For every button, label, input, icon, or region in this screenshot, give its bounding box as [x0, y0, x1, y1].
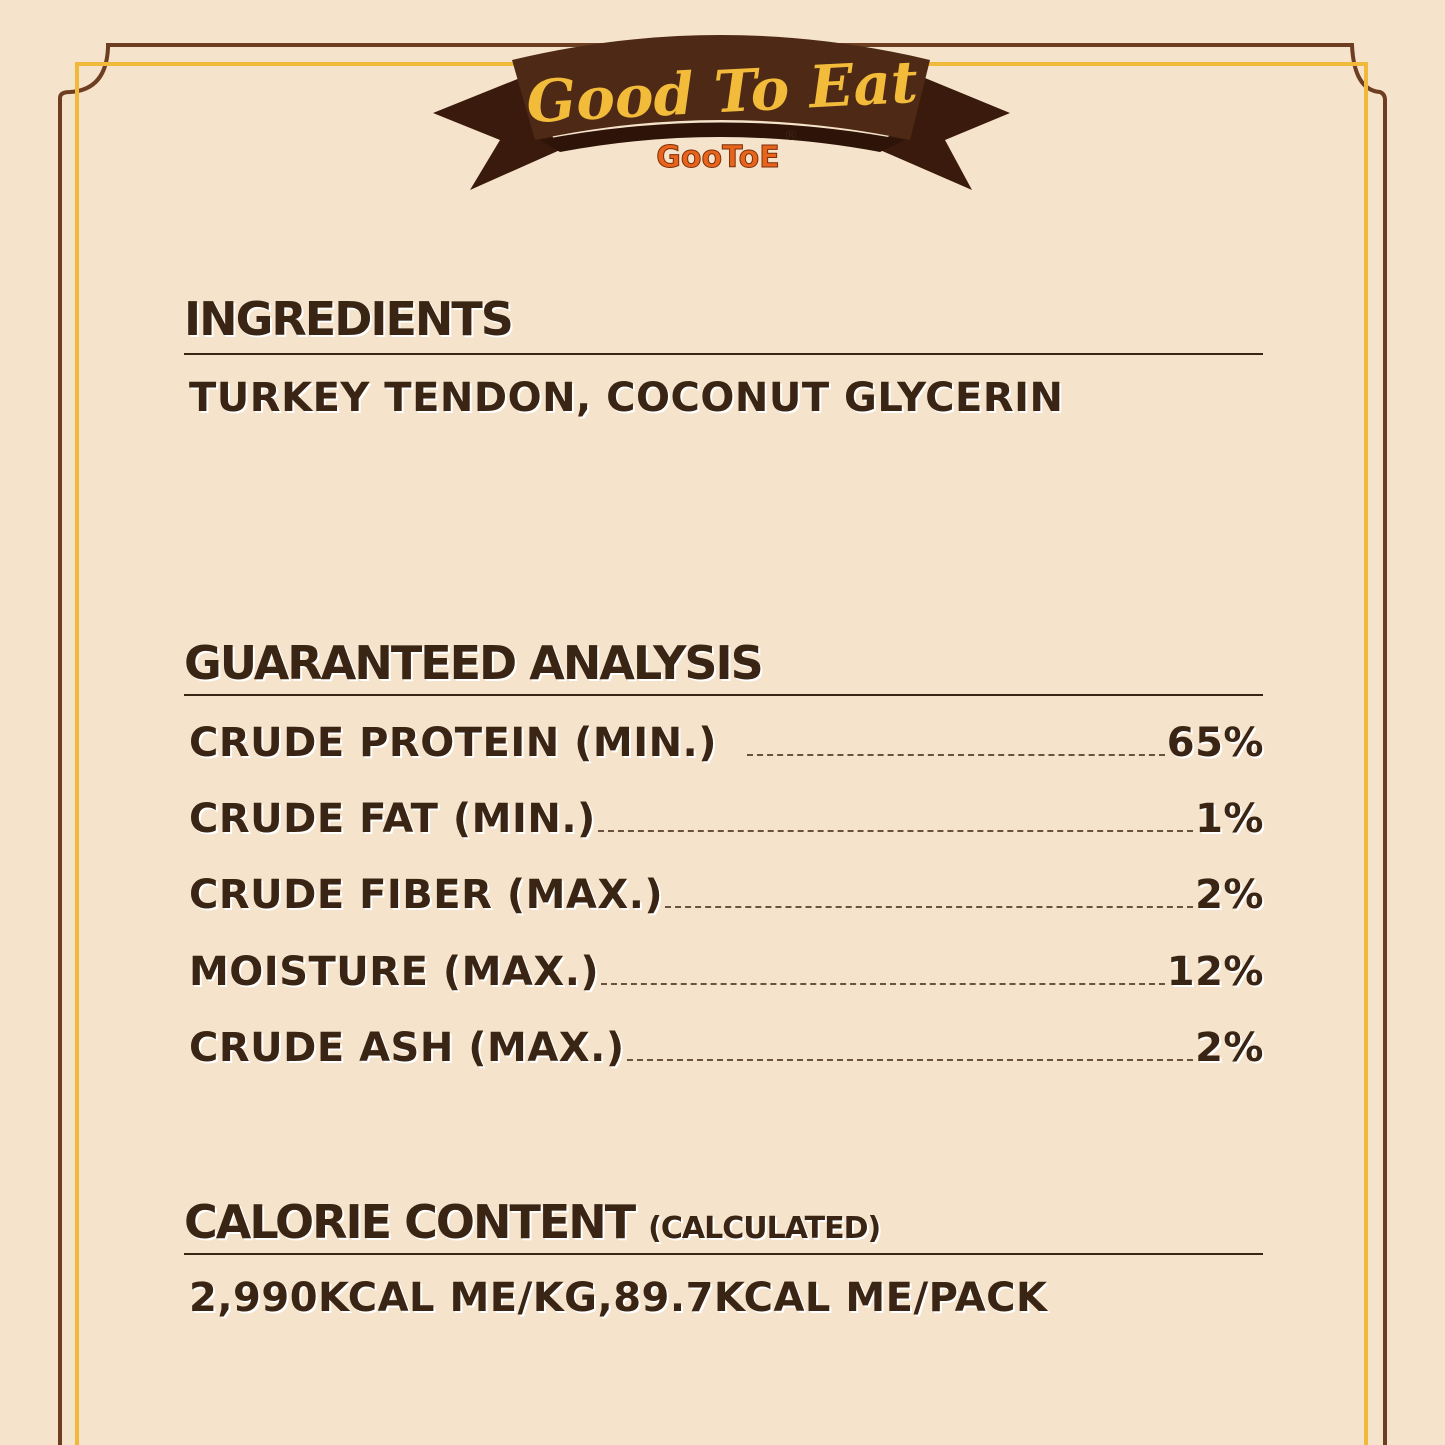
brand-logo: GooToE: [656, 140, 779, 175]
analysis-label: CRUDE FIBER (MAX.): [189, 872, 664, 918]
ingredients-heading: INGREDIENTS: [184, 292, 514, 346]
analysis-label: CRUDE PROTEIN (MIN.): [189, 720, 718, 766]
dotted-leader: [626, 1059, 1194, 1061]
analysis-value: 2%: [1195, 1025, 1264, 1071]
ribbon-banner: [433, 35, 1010, 190]
analysis-row: CRUDE FAT (MIN.) 1%: [189, 792, 1264, 842]
analysis-value: 2%: [1195, 872, 1264, 918]
dotted-leader: [597, 830, 1194, 832]
analysis-label: MOISTURE (MAX.): [189, 949, 600, 995]
calorie-heading-text: CALORIE CONTENT: [184, 1195, 636, 1249]
dotted-leader: [665, 906, 1194, 908]
analysis-value: 65%: [1166, 720, 1264, 766]
ingredients-rule: [184, 353, 1263, 355]
calorie-text: 2,990KCAL ME/KG,89.7KCAL ME/PACK: [189, 1275, 1048, 1321]
analysis-row: MOISTURE (MAX.) 12%: [189, 945, 1264, 995]
ingredients-text: TURKEY TENDON, COCONUT GLYCERIN: [189, 375, 1064, 421]
analysis-rule: [184, 694, 1263, 696]
calorie-qualifier: (CALCULATED): [648, 1211, 881, 1246]
dotted-leader: [601, 983, 1165, 985]
analysis-row: CRUDE FIBER (MAX.) 2%: [189, 868, 1264, 918]
registered-mark: ®: [784, 128, 798, 144]
analysis-heading: GUARANTEED ANALYSIS: [184, 636, 764, 690]
analysis-label: CRUDE ASH (MAX.): [189, 1025, 625, 1071]
analysis-value: 12%: [1166, 949, 1264, 995]
dotted-leader: [747, 754, 1165, 756]
calorie-rule: [184, 1253, 1263, 1255]
analysis-row: CRUDE ASH (MAX.) 2%: [189, 1021, 1264, 1071]
calorie-heading: CALORIE CONTENT (CALCULATED): [184, 1195, 881, 1249]
analysis-label: CRUDE FAT (MIN.): [189, 796, 596, 842]
analysis-row: CRUDE PROTEIN (MIN.) 65%: [189, 716, 1264, 766]
analysis-value: 1%: [1195, 796, 1264, 842]
